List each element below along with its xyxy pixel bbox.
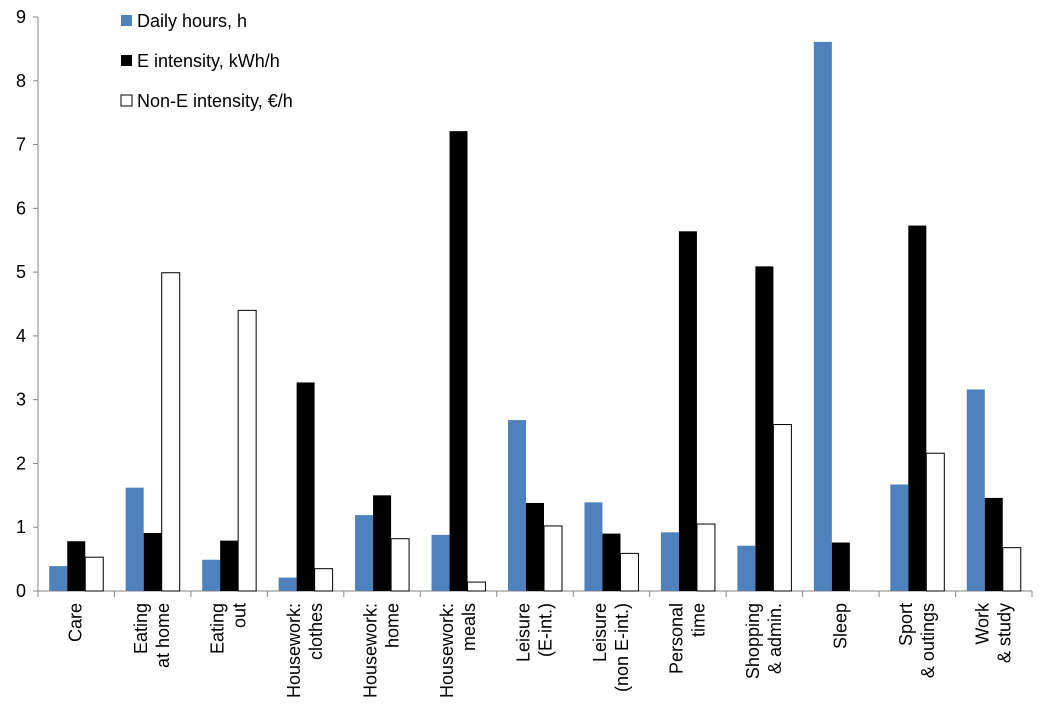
x-tick-label: clothes (306, 603, 326, 660)
y-tick-label: 3 (16, 390, 26, 410)
legend-swatch (121, 15, 132, 26)
legend-label: Daily hours, h (137, 11, 247, 31)
bar-series-group (49, 41, 1022, 592)
x-category-label: Care (66, 603, 86, 642)
bar-e-intensity (143, 532, 162, 591)
x-tick-label: Eating (208, 603, 228, 654)
x-tick-label: Shopping (743, 603, 763, 679)
x-category-label: Eating at home (131, 603, 173, 668)
x-tick-label: meals (459, 603, 479, 651)
x-axis: Care Eating at home Eating out Housework: clot… (37, 590, 1033, 698)
bar-non-e-intensity (772, 424, 792, 592)
x-category-label: Personal time (666, 603, 708, 674)
y-tick-label: 4 (16, 326, 26, 346)
x-category-label: Leisure (E-int.) (514, 603, 556, 662)
y-tick-label: 0 (16, 581, 26, 601)
bar-daily-hours (49, 566, 68, 591)
y-tick-label: 1 (16, 517, 26, 537)
bar-non-e-intensity (237, 309, 257, 592)
x-category-label: Sleep (830, 603, 850, 649)
x-category-label: Housework: meals (437, 603, 479, 698)
bar-e-intensity (678, 231, 697, 591)
y-tick-label: 8 (16, 71, 26, 91)
x-tick-label: Personal (666, 603, 686, 674)
bar-daily-hours (355, 515, 374, 591)
bar-non-e-intensity (619, 552, 639, 592)
x-tick-label: & study (994, 603, 1014, 663)
x-tick-label: out (230, 603, 250, 628)
y-tick-label: 9 (16, 7, 26, 27)
y-tick-label: 2 (16, 453, 26, 473)
bar-e-intensity (449, 131, 468, 591)
y-axis: 0 1 2 3 4 5 6 7 8 9 (16, 7, 39, 601)
x-tick-label: Eating (131, 603, 151, 654)
x-category-label: Housework: clothes (284, 603, 326, 698)
bar-e-intensity (831, 542, 850, 591)
legend-label: Non-E intensity, €/h (137, 91, 293, 111)
bar-e-intensity (296, 382, 315, 591)
x-tick-label: Housework: (437, 603, 457, 698)
x-tick-label: Work (972, 602, 992, 645)
bar-daily-hours (737, 545, 756, 591)
x-tick-label: (E-int.) (536, 603, 556, 657)
bar-daily-hours (431, 534, 450, 591)
x-tick-label: Care (66, 603, 86, 642)
bar-non-e-intensity (467, 581, 487, 592)
bar-non-e-intensity (314, 568, 334, 592)
x-category-label: Housework: home (361, 603, 403, 698)
y-tick-label: 6 (16, 198, 26, 218)
x-tick-label: at home (153, 603, 173, 668)
bar-non-e-intensity (390, 538, 410, 592)
x-category-label: Leisure (non E-int.) (590, 603, 632, 692)
bar-e-intensity (373, 495, 392, 591)
bar-daily-hours (202, 559, 221, 591)
bar-non-e-intensity (543, 525, 563, 592)
bar-e-intensity (526, 502, 544, 591)
x-tick-label: time (688, 603, 708, 637)
x-category-label: Work & study (972, 602, 1014, 663)
bar-daily-hours (584, 502, 603, 591)
x-tick-label: Housework: (361, 603, 381, 698)
x-tick-label: home (383, 603, 403, 648)
x-tick-label: & admin. (765, 603, 785, 674)
bar-e-intensity (602, 533, 621, 591)
bar-daily-hours (660, 532, 679, 591)
x-category-label: Eating out (208, 603, 250, 654)
legend-swatch (120, 94, 133, 107)
x-tick-label: Sleep (830, 603, 850, 649)
legend-label: E intensity, kWh/h (137, 51, 280, 71)
x-tick-label: Sport (896, 603, 916, 646)
x-category-label: Shopping & admin. (743, 603, 785, 679)
bar-e-intensity (755, 266, 774, 591)
bar-daily-hours (278, 577, 297, 591)
bar-e-intensity (984, 497, 1003, 591)
x-tick-label: Leisure (514, 603, 534, 662)
x-tick-label: & outings (918, 603, 938, 678)
x-tick-label: Leisure (590, 603, 610, 662)
bar-daily-hours (125, 487, 144, 591)
y-tick-label: 5 (16, 262, 26, 282)
bar-non-e-intensity (84, 556, 104, 592)
bar-non-e-intensity (696, 523, 716, 592)
bar-daily-hours (966, 389, 985, 591)
legend-swatch (121, 55, 132, 66)
bar-non-e-intensity (161, 272, 181, 592)
bar-e-intensity (220, 540, 239, 591)
x-category-label: Sport & outings (896, 603, 938, 678)
bar-e-intensity (908, 225, 927, 591)
bar-e-intensity (67, 541, 86, 591)
x-tick-label: (non E-int.) (612, 603, 632, 692)
bar-daily-hours (813, 41, 832, 591)
bar-non-e-intensity (925, 452, 945, 592)
bar-daily-hours (508, 420, 526, 591)
x-tick-label: Housework: (284, 603, 304, 698)
legend: Daily hours, h E intensity, kWh/h Non-E in… (120, 11, 293, 111)
bar-daily-hours (890, 484, 909, 591)
y-tick-label: 7 (16, 135, 26, 155)
bar-non-e-intensity (1002, 547, 1022, 592)
